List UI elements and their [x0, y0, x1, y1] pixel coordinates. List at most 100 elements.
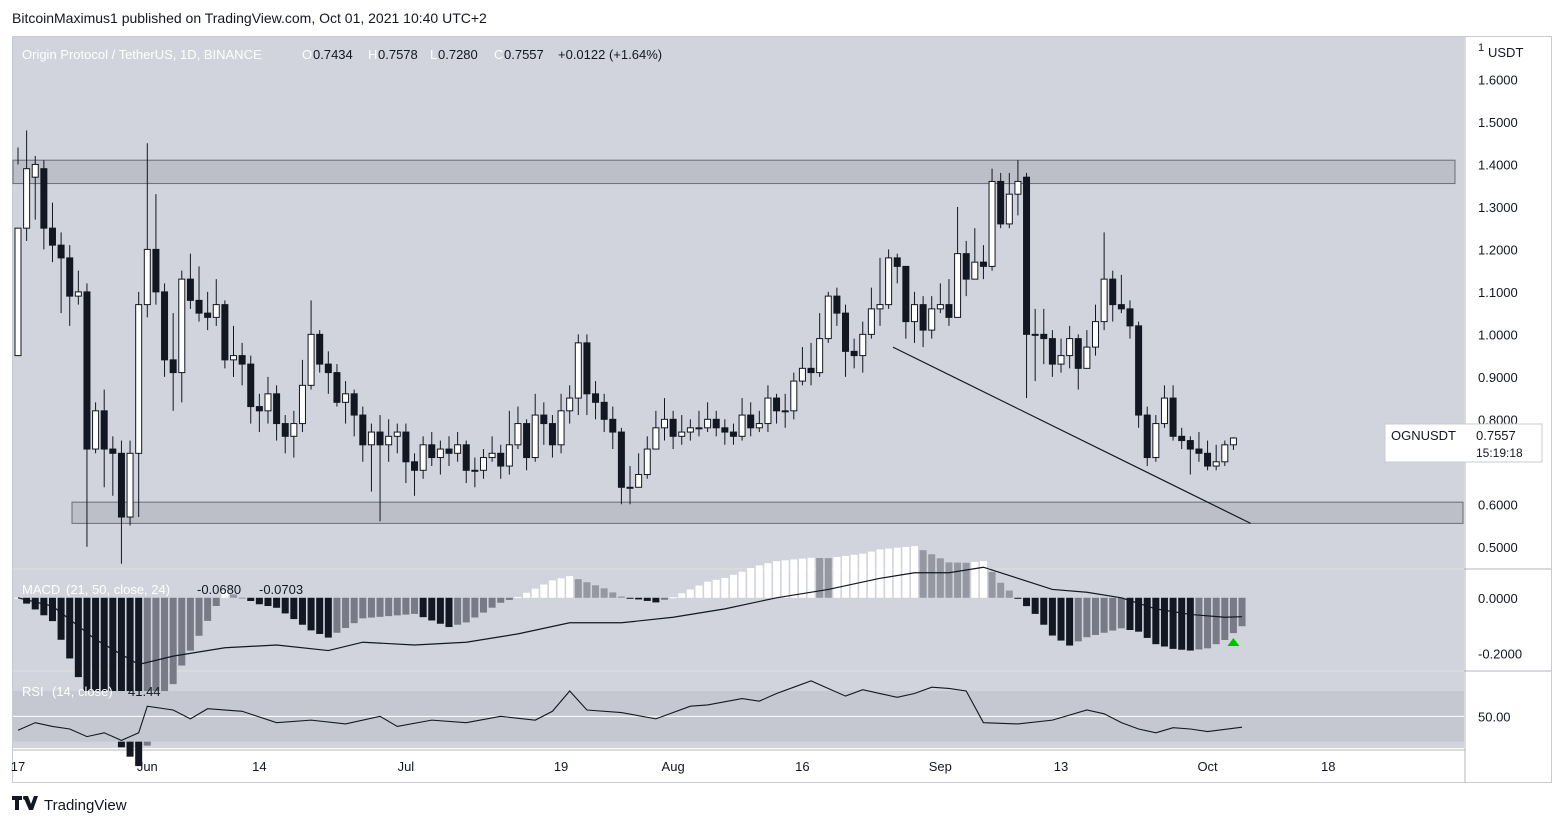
macd-histogram-bar [954, 562, 962, 598]
macd-histogram-bar [1204, 597, 1212, 649]
candle-down [617, 431, 625, 488]
close-value: 0.7557 [504, 47, 544, 62]
candle-down [747, 414, 755, 429]
footer-brand[interactable]: TradingView [12, 796, 127, 814]
macd-histogram-bar [143, 597, 151, 746]
candle-down [902, 265, 910, 323]
open-value: 0.7434 [313, 47, 353, 62]
macd-histogram-bar [816, 557, 824, 598]
candle-down [1040, 333, 1048, 340]
candle-down [1074, 338, 1082, 369]
macd-histogram-bar [48, 597, 56, 622]
resistance-zone [12, 159, 1456, 185]
macd-histogram-bar [505, 597, 513, 600]
candle-down [850, 350, 858, 357]
macd-histogram-bar [686, 589, 694, 598]
tag-countdown: 15:19:18 [1476, 446, 1523, 460]
macd-histogram-bar [1023, 597, 1031, 607]
time-tick-label: 17 [11, 759, 25, 774]
macd-histogram-bar [1040, 597, 1048, 625]
macd-histogram-bar [221, 591, 229, 598]
macd-histogram-bar [1092, 597, 1099, 635]
candle-up [661, 418, 668, 429]
main-pane-background [13, 37, 1464, 568]
candle-up [471, 469, 479, 472]
rsi-tick-label: 50.00 [1478, 709, 1511, 724]
macd-histogram-bar [436, 597, 444, 624]
candle-up [1160, 397, 1168, 425]
candle-down [600, 401, 608, 420]
macd-label[interactable]: MACD [22, 582, 60, 597]
time-tick-label: 16 [795, 759, 809, 774]
currency-scale-mark: 1 [1478, 42, 1484, 54]
macd-histogram-bar [617, 596, 625, 598]
time-tick-label: Jul [398, 759, 415, 774]
candle-up [307, 333, 315, 386]
macd-histogram-bar [1221, 597, 1229, 640]
macd-histogram-bar [738, 571, 746, 598]
macd-histogram-bar [247, 597, 255, 601]
candle-down [66, 257, 74, 297]
macd-histogram-bar [988, 571, 996, 598]
candle-up [885, 257, 893, 306]
candle-up [1229, 437, 1237, 446]
candle-down [945, 304, 953, 318]
macd-histogram-bar [100, 597, 108, 729]
candle-down [169, 359, 177, 374]
macd-histogram-bar [462, 597, 470, 623]
candle-up [367, 431, 375, 446]
candle-up [695, 427, 703, 430]
macd-histogram-bar [161, 597, 169, 705]
macd-histogram-bar [92, 597, 100, 715]
candle-down [57, 244, 65, 259]
candle-down [186, 278, 194, 301]
macd-histogram-bar [755, 565, 763, 598]
close-label: C [494, 47, 503, 62]
candle-up [290, 423, 298, 437]
descending-trendline[interactable] [892, 346, 1251, 524]
macd-histogram-bar [264, 597, 272, 607]
macd-histogram-bar [764, 563, 772, 598]
macd-histogram-bar [1074, 597, 1082, 642]
macd-histogram-bar [721, 577, 729, 598]
symbol-title[interactable]: Origin Protocol / TetherUS, 1D, BINANCE [22, 47, 262, 62]
ohlc-readout: O 0.7434 H 0.7578 L 0.7280 C 0.7557 +0.0… [302, 47, 662, 62]
macd-histogram-bar [1160, 597, 1168, 647]
candle-up [479, 457, 487, 471]
horizontal-zones [12, 159, 1464, 524]
candle-up [23, 168, 31, 229]
candle-down [411, 461, 419, 471]
candle-down [221, 304, 229, 361]
candle-up [1057, 355, 1065, 365]
last-price-tag[interactable]: OGNUSDT 0.7557 15:19:18 [1384, 423, 1543, 463]
candle-up [1092, 321, 1099, 348]
rsi-params: (14, close) [52, 684, 113, 699]
candle-up [971, 261, 979, 280]
macd-histogram-bar [290, 597, 298, 620]
candle-up [135, 304, 143, 454]
candle-up [230, 355, 237, 361]
macd-histogram-bar [83, 597, 91, 696]
candle-down [1126, 308, 1134, 327]
candle-down [402, 431, 410, 463]
candle-down [350, 393, 358, 416]
price-chart[interactable]: 0.0000-0.2000 50.00 1.60001.50001.40001.… [0, 0, 1562, 790]
candle-down [893, 257, 901, 267]
candle-up [936, 304, 944, 310]
candle-up [635, 474, 643, 488]
candle-down [729, 431, 737, 437]
time-tick-label: 13 [1054, 759, 1068, 774]
macd-histogram-bar [910, 546, 918, 598]
candle-down [1048, 338, 1056, 365]
candle-up [1152, 423, 1160, 459]
macd-histogram-bar [1126, 597, 1134, 630]
candle-down [592, 393, 600, 403]
macd-histogram-bar [1083, 597, 1091, 638]
rsi-label[interactable]: RSI [22, 684, 44, 699]
macd-histogram-bar [807, 557, 815, 598]
macd-histogram-bar [867, 551, 875, 598]
candle-down [548, 423, 556, 446]
candle-down [109, 448, 117, 454]
candle-up [574, 342, 582, 399]
macd-histogram-bar [833, 557, 841, 598]
